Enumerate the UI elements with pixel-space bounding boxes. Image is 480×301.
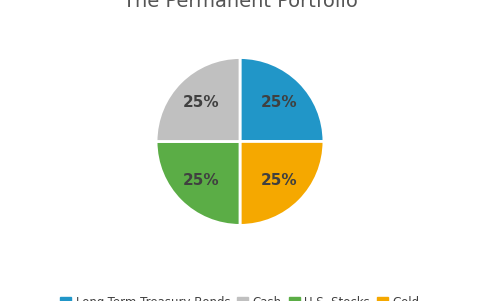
Legend: Long-Term Treasury Bonds, Cash, U.S. Stocks, Gold: Long-Term Treasury Bonds, Cash, U.S. Sto… xyxy=(56,291,424,301)
Wedge shape xyxy=(240,141,324,225)
Text: 25%: 25% xyxy=(183,172,220,188)
Title: The Permanent Portfolio: The Permanent Portfolio xyxy=(122,0,358,11)
Text: 25%: 25% xyxy=(183,95,220,110)
Text: 25%: 25% xyxy=(260,172,297,188)
Text: 25%: 25% xyxy=(260,95,297,110)
Wedge shape xyxy=(156,141,240,225)
Wedge shape xyxy=(156,57,240,141)
Wedge shape xyxy=(240,57,324,141)
